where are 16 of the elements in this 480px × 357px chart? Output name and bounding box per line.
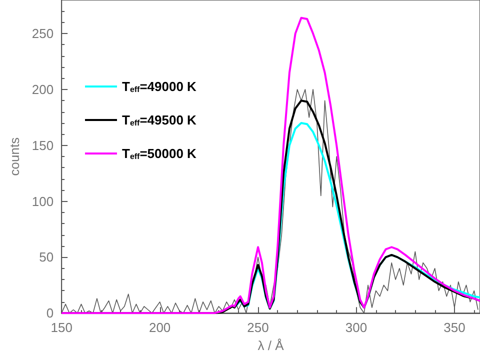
x-tick-label: 250 bbox=[247, 320, 269, 336]
legend-label: Teff=50000 K bbox=[122, 146, 198, 161]
x-tick-label: 350 bbox=[444, 320, 466, 336]
y-tick-label: 0 bbox=[46, 306, 54, 321]
y-tick-label: 150 bbox=[32, 138, 54, 153]
y-axis-title: counts bbox=[7, 136, 22, 176]
x-axis-title: λ / Å bbox=[258, 338, 284, 353]
y-tick-label: 50 bbox=[39, 250, 54, 265]
x-tick-label: 150 bbox=[50, 320, 72, 336]
y-tick-label: 250 bbox=[32, 26, 54, 42]
x-tick-label: 200 bbox=[148, 320, 171, 336]
y-tick-label: 200 bbox=[32, 82, 54, 97]
legend-label: Teff=49000 K bbox=[122, 79, 198, 94]
y-tick-label: 100 bbox=[32, 194, 54, 209]
legend-label: Teff=49500 K bbox=[122, 112, 198, 128]
x-tick-label: 300 bbox=[345, 320, 368, 336]
